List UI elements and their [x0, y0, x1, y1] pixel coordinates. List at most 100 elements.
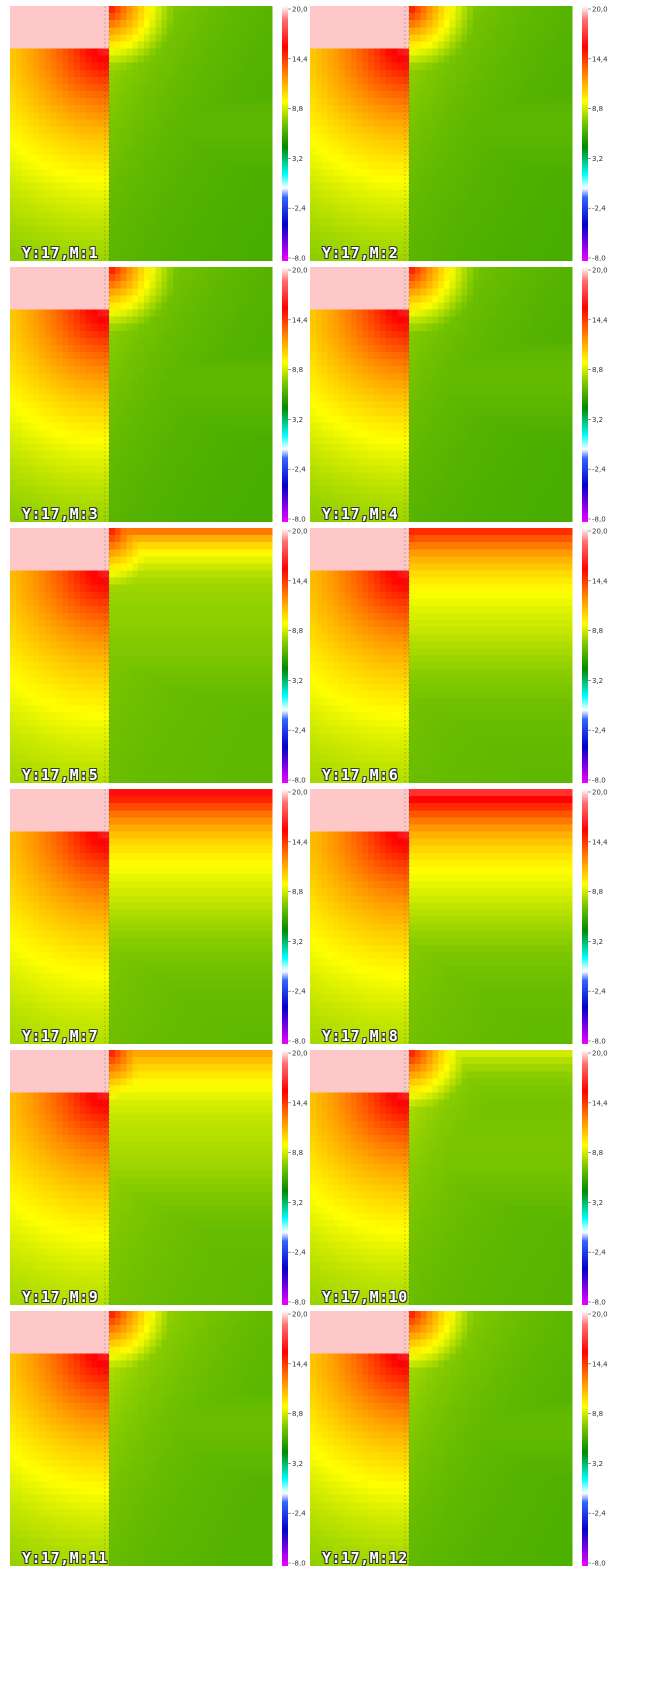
heatmap-cell: [143, 387, 151, 396]
heatmap-cell: [91, 451, 98, 459]
heatmap-cell: [21, 218, 29, 227]
heatmap-cell: [266, 41, 273, 50]
heatmap-cell: [420, 48, 428, 57]
heatmap-cell: [548, 41, 556, 50]
heatmap-cell: [114, 6, 122, 14]
heatmap-cell: [207, 48, 215, 57]
heatmap-cell: [350, 168, 358, 177]
heatmap-cell: [219, 76, 227, 85]
heatmap-cell: [414, 232, 422, 241]
heatmap-cell: [219, 359, 227, 367]
heatmap-cell: [484, 6, 492, 14]
heatmap-cell: [237, 267, 244, 275]
heatmap-cell: [178, 444, 186, 452]
heatmap-cell: [79, 429, 87, 438]
heatmap-cell: [85, 472, 93, 481]
heatmap-cell: [143, 211, 151, 220]
heatmap-cell: [68, 267, 75, 275]
heatmap-cell: [21, 330, 29, 339]
heatmap-cell: [27, 183, 34, 191]
heatmap-cell: [120, 225, 128, 234]
heatmap-cell: [542, 6, 550, 14]
heatmap-cell: [39, 359, 46, 367]
heatmap-cell: [27, 34, 34, 43]
heatmap-cell: [478, 232, 486, 241]
heatmap-cell: [242, 458, 250, 466]
heatmap-cell: [219, 401, 227, 410]
heatmap-cell: [231, 98, 238, 106]
heatmap-cell: [531, 253, 538, 261]
heatmap-cell: [173, 27, 180, 35]
heatmap-cell: [362, 126, 369, 135]
heatmap-cell: [108, 429, 116, 438]
heatmap-cell: [513, 112, 521, 120]
heatmap-cell: [143, 55, 151, 64]
heatmap-cell: [39, 119, 46, 128]
heatmap-cell: [10, 161, 17, 170]
heatmap-cell: [248, 62, 256, 71]
heatmap-cell: [167, 451, 174, 459]
heatmap-cell: [260, 422, 267, 431]
heatmap-cell: [85, 444, 93, 452]
heatmap-cell: [225, 48, 232, 57]
heatmap-cell: [403, 69, 410, 78]
heatmap-cell: [507, 41, 515, 50]
heatmap-cell: [403, 274, 410, 282]
heatmap-cell: [74, 83, 81, 92]
heatmap-cell: [408, 98, 416, 106]
heatmap-cell: [455, 13, 462, 21]
heatmap-cell: [368, 197, 375, 205]
heatmap-cell: [120, 486, 128, 495]
heatmap-cell: [126, 323, 133, 332]
heatmap-cell: [461, 76, 468, 85]
heatmap-cell: [321, 48, 329, 57]
heatmap-cell: [62, 500, 69, 509]
heatmap-cell: [62, 352, 69, 360]
heatmap-cell: [507, 183, 515, 191]
heatmap-cell: [173, 154, 180, 163]
heatmap-cell: [225, 465, 232, 474]
heatmap-cell: [202, 514, 209, 522]
heatmap-cell: [333, 126, 340, 135]
heatmap-cell: [443, 147, 451, 156]
heatmap-cell: [260, 27, 267, 35]
heatmap-cell: [408, 253, 416, 261]
heatmap-cell: [126, 6, 133, 14]
heatmap-cell: [254, 387, 261, 396]
heatmap-cell: [39, 352, 46, 360]
heatmap-cell: [525, 218, 532, 227]
heatmap-cell: [196, 302, 203, 311]
heatmap-cell: [368, 20, 375, 28]
heatmap-cell: [321, 239, 329, 248]
heatmap-cell: [207, 55, 215, 64]
heatmap-cell: [519, 91, 527, 99]
heatmap-cell: [379, 48, 387, 57]
heatmap-cell: [85, 437, 93, 445]
heatmap-cell: [39, 34, 46, 43]
heatmap-cell: [449, 253, 457, 261]
heatmap-cell: [190, 204, 197, 213]
heatmap-cell: [74, 76, 81, 85]
heatmap-cell: [21, 176, 29, 184]
heatmap-cell: [207, 429, 215, 438]
heatmap-cell: [344, 211, 352, 220]
heatmap-cell: [27, 204, 34, 213]
heatmap-cell: [566, 183, 573, 191]
heatmap-cell: [184, 493, 192, 502]
heatmap-cell: [33, 119, 40, 128]
heatmap-cell: [374, 62, 381, 71]
heatmap-cell: [184, 394, 192, 403]
heatmap-cell: [143, 48, 151, 57]
heatmap-cell: [149, 387, 157, 396]
heatmap-cell: [496, 27, 503, 35]
heatmap-cell: [310, 41, 317, 50]
heatmap-cell: [39, 197, 46, 205]
heatmap-cell: [438, 112, 445, 120]
heatmap-cell: [196, 380, 203, 389]
heatmap-cell: [426, 218, 433, 227]
heatmap-cell: [56, 69, 63, 78]
heatmap-cell: [149, 13, 157, 21]
colorbar: [282, 6, 288, 261]
heatmap-cell: [161, 76, 168, 85]
heatmap-cell: [97, 239, 104, 248]
